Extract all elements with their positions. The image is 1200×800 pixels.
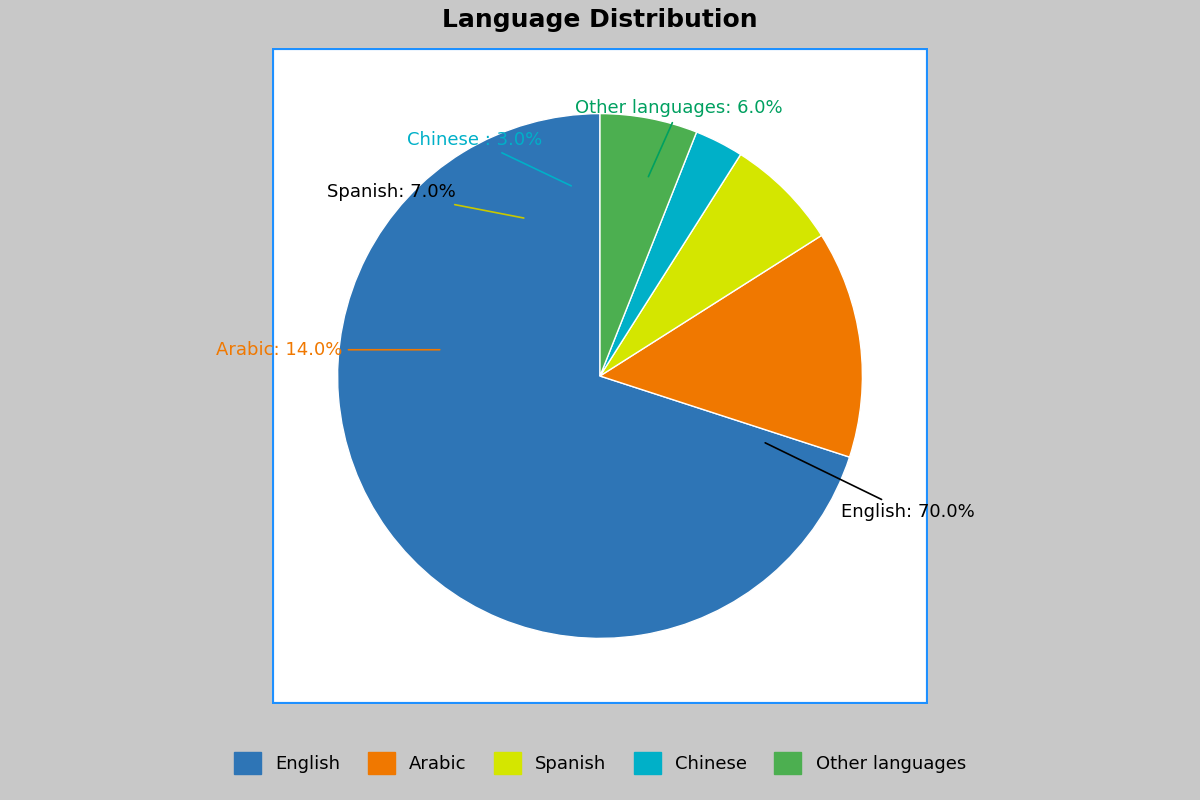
FancyBboxPatch shape [272,48,928,704]
Text: Other languages: 6.0%: Other languages: 6.0% [575,99,782,177]
Title: Language Distribution: Language Distribution [442,8,758,32]
Text: Spanish: 7.0%: Spanish: 7.0% [326,183,523,218]
Wedge shape [337,114,850,638]
Text: Arabic: 14.0%: Arabic: 14.0% [216,341,439,358]
Wedge shape [600,132,740,376]
Legend: English, Arabic, Spanish, Chinese, Other languages: English, Arabic, Spanish, Chinese, Other… [224,743,976,783]
Text: English: 70.0%: English: 70.0% [766,443,976,522]
Wedge shape [600,235,863,457]
Text: Chinese : 3.0%: Chinese : 3.0% [407,131,571,186]
Wedge shape [600,154,822,376]
Wedge shape [600,114,696,376]
